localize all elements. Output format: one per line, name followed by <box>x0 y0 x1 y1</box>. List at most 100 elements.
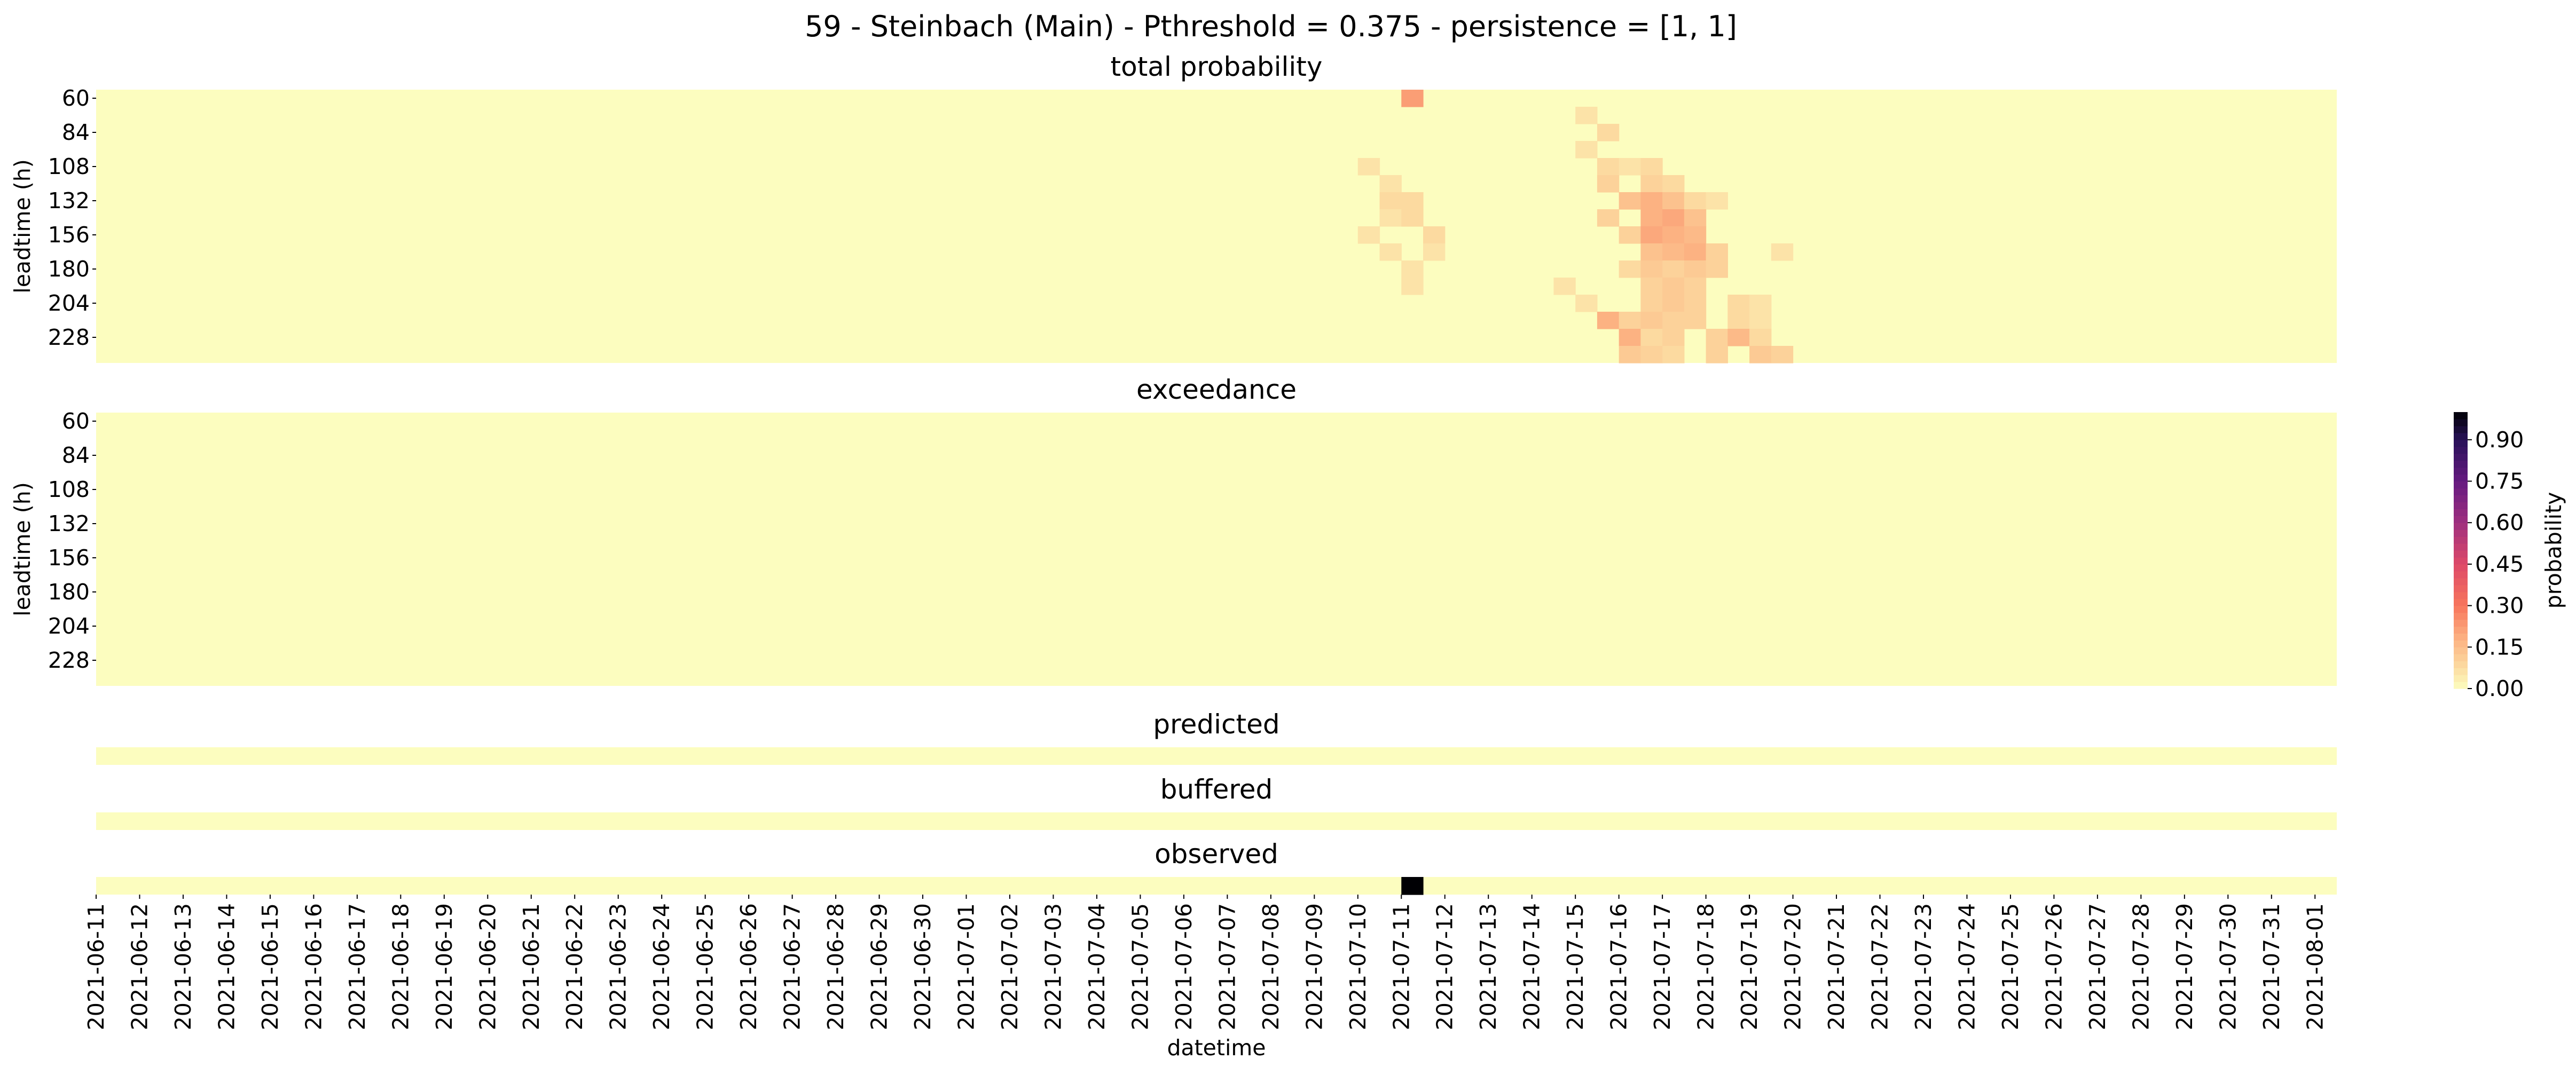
heatmap-cell <box>1727 312 1750 329</box>
x-tick-label: 2021-06-13 <box>170 903 196 1030</box>
x-tick-label: 2021-06-12 <box>127 903 152 1030</box>
x-tick-label: 2021-06-28 <box>823 903 849 1030</box>
heatmap-cell <box>1575 295 1598 312</box>
x-tick-label: 2021-07-15 <box>1562 903 1588 1030</box>
x-tick-label: 2021-07-17 <box>1650 903 1675 1030</box>
heatmap-background <box>96 747 2337 765</box>
x-tick-label: 2021-07-11 <box>1388 903 1414 1030</box>
heatmap-cell <box>1727 295 1750 312</box>
heatmap-cell <box>1619 346 1641 363</box>
colorbar-segment <box>2454 564 2468 572</box>
heatmap-cell <box>1662 243 1685 261</box>
colorbar-segment <box>2454 619 2468 627</box>
heatmap-cell <box>1597 312 1620 329</box>
heatmap-cell <box>1640 209 1663 227</box>
x-tick-label: 2021-07-24 <box>1954 903 1980 1030</box>
heatmap-cell <box>1401 192 1424 210</box>
heatmap-cell <box>1619 158 1641 176</box>
heatmap-cell <box>1401 260 1424 278</box>
colorbar-segment <box>2454 675 2468 682</box>
heatmap-cell <box>1749 346 1772 363</box>
heatmap-cell <box>1640 329 1663 346</box>
heatmap-cell <box>1619 329 1641 346</box>
colorbar-segment <box>2454 474 2468 482</box>
heatmap-cell <box>1640 192 1663 210</box>
y-tick-label: 132 <box>48 188 90 214</box>
heatmap-cell <box>1423 226 1446 244</box>
x-tick-label: 2021-06-11 <box>83 903 109 1030</box>
heatmap-cell <box>1706 243 1728 261</box>
heatmap-cell <box>1619 260 1641 278</box>
y-tick-label: 180 <box>48 579 90 605</box>
heatmap-cell <box>1749 312 1772 329</box>
heatmap-cell <box>1597 124 1620 141</box>
x-tick-label: 2021-07-31 <box>2259 903 2284 1030</box>
x-tick-label: 2021-07-04 <box>1084 903 1110 1030</box>
heatmap-cell <box>1684 278 1707 295</box>
x-tick-label: 2021-07-08 <box>1258 903 1284 1030</box>
colorbar-segment <box>2454 668 2468 675</box>
x-tick-label: 2021-07-03 <box>1040 903 1066 1030</box>
heatmap-cell <box>1357 158 1380 176</box>
heatmap-cell <box>1684 226 1707 244</box>
heatmap-cell <box>1662 260 1685 278</box>
heatmap-cell <box>1597 158 1620 176</box>
heatmap-cell <box>1706 346 1728 363</box>
colorbar-segment <box>2454 523 2468 530</box>
heatmap-cell <box>1662 312 1685 329</box>
y-tick-label: 108 <box>48 477 90 502</box>
panel-observed: observed <box>96 839 2337 895</box>
heatmap-background <box>96 90 2337 363</box>
heatmap-cell <box>1706 329 1728 346</box>
heatmap-background <box>96 413 2337 686</box>
x-tick-label: 2021-07-28 <box>2128 903 2154 1030</box>
x-tick-label: 2021-06-21 <box>519 903 544 1030</box>
x-tick-label: 2021-07-01 <box>954 903 979 1030</box>
colorbar-segment <box>2454 516 2468 523</box>
colorbar-label: probability <box>2541 492 2566 609</box>
heatmap-cell <box>1379 243 1402 261</box>
heatmap-cell <box>1684 295 1707 312</box>
heatmap-cell <box>1684 192 1707 210</box>
x-tick-label: 2021-07-19 <box>1737 903 1762 1030</box>
y-tick-label: 156 <box>48 545 90 571</box>
x-tick-label: 2021-07-12 <box>1432 903 1458 1030</box>
x-tick-label: 2021-07-29 <box>2172 903 2197 1030</box>
heatmap-cell <box>1771 346 1794 363</box>
colorbar-tick-label: 0.00 <box>2475 676 2524 701</box>
x-axis: 2021-06-11 2021-06-12 2021-06-13 2021-06-14… <box>83 895 2328 1030</box>
heatmap-cell <box>1706 192 1728 210</box>
y-tick-label: 84 <box>62 442 90 468</box>
colorbar-segment <box>2454 425 2468 433</box>
colorbar-segment <box>2454 453 2468 461</box>
panel-buffered: buffered <box>96 774 2337 830</box>
x-tick-label: 2021-06-20 <box>475 903 500 1030</box>
y-axis-label: leadtime (h) <box>10 159 35 293</box>
heatmap-cell <box>1379 209 1402 227</box>
heatmap-cell <box>1401 209 1424 227</box>
heatmap-cell <box>1553 278 1576 295</box>
panel-title: exceedance <box>1136 374 1297 405</box>
heatmap-cell <box>1619 312 1641 329</box>
heatmap-cell <box>1640 312 1663 329</box>
colorbar-tick-label: 0.90 <box>2475 427 2524 453</box>
heatmap-cell <box>1379 175 1402 193</box>
colorbar-segment <box>2454 584 2468 592</box>
colorbar-segment <box>2454 591 2468 599</box>
y-axis-label: leadtime (h) <box>10 482 35 616</box>
y-tick-label: 108 <box>48 154 90 179</box>
colorbar-segment <box>2454 633 2468 641</box>
x-tick-label: 2021-07-02 <box>997 903 1023 1030</box>
heatmap-cell <box>1619 192 1641 210</box>
colorbar-segment <box>2454 529 2468 537</box>
heatmap-cell <box>1401 278 1424 295</box>
colorbar-segment <box>2454 481 2468 489</box>
heatmap-cell <box>1597 175 1620 193</box>
panel-title: total probability <box>1111 51 1323 82</box>
heatmap-cell <box>1640 260 1663 278</box>
colorbar-tick-label: 0.75 <box>2475 469 2524 494</box>
heatmap-cell <box>1662 329 1685 346</box>
colorbar-segment <box>2454 446 2468 454</box>
y-tick-label: 228 <box>48 647 90 673</box>
